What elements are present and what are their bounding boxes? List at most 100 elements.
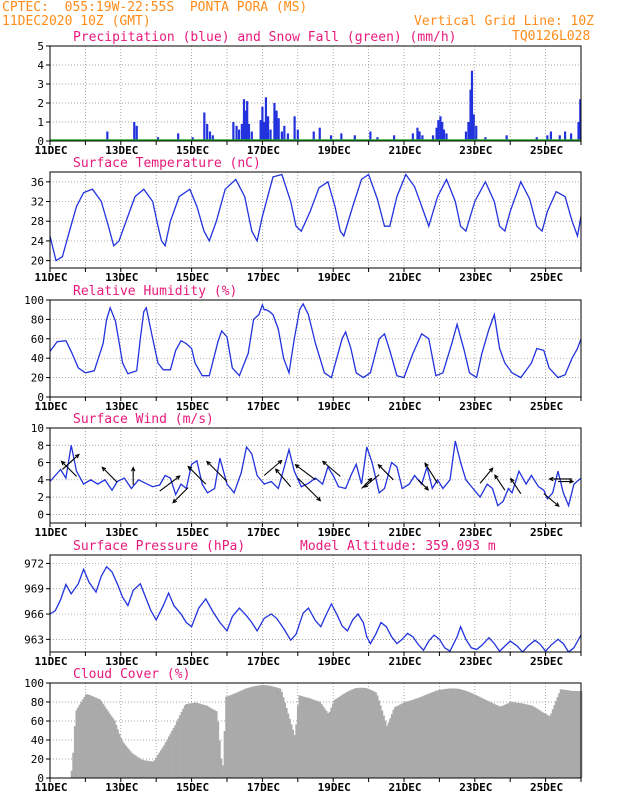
cloud-bar (440, 689, 443, 778)
cloud-bar (378, 700, 381, 778)
cloud-bar (333, 700, 336, 778)
precip-bar (280, 131, 283, 141)
precip-bar (558, 135, 561, 141)
cloud-bar (118, 733, 121, 778)
cloud-bar (438, 689, 441, 778)
cloud-bar (147, 760, 150, 778)
cloud-bar (212, 709, 215, 778)
cloud-bar (198, 703, 201, 778)
x-tick-label: 25DEC (530, 781, 563, 794)
cloud-bar (496, 705, 498, 778)
cloud-bar (222, 765, 224, 778)
precip-bar (442, 129, 446, 141)
cloud-bar (323, 708, 326, 778)
cloud-bar (379, 705, 382, 778)
cloud-bar (253, 686, 256, 778)
y-tick-label: 2 (37, 97, 44, 110)
wind-arrow-head (367, 477, 373, 483)
cloud-bar (349, 690, 352, 778)
cloud-bar (456, 688, 459, 778)
cloud-bar (362, 687, 365, 778)
cloud-bar (210, 708, 213, 778)
cloud-bar (179, 715, 181, 778)
y-tick-label: 80 (31, 313, 44, 326)
x-tick-label: 17DEC (247, 400, 280, 413)
wind-arrow-head (206, 460, 211, 466)
cloud-bar (239, 690, 242, 778)
cloud-bar (193, 702, 196, 778)
x-tick-label: 17DEC (247, 144, 280, 157)
x-tick-label: 11DEC (34, 781, 67, 794)
cloud-bar (70, 770, 73, 778)
cloud-bar (478, 696, 481, 778)
y-tick-label: 100 (24, 294, 44, 307)
cloud-bar (105, 709, 108, 778)
wind-arrow-head (494, 474, 499, 480)
cloud-bar (247, 687, 250, 778)
cloud-bar (279, 688, 282, 778)
wind-arrow-head (316, 496, 322, 502)
cloud-bar (159, 750, 162, 778)
precip-bar (416, 127, 419, 141)
y-tick-label: 4 (37, 59, 44, 72)
plot-frame (49, 427, 582, 524)
cloud-bar (163, 745, 165, 778)
wind-arrow-head (172, 498, 177, 504)
precip-bar (431, 135, 435, 141)
cloud-bar (373, 691, 376, 778)
y-tick-label: 6 (37, 457, 44, 470)
cloud-bar (556, 697, 559, 778)
x-tick-label: 21DEC (388, 655, 421, 668)
x-tick-label: 15DEC (176, 271, 209, 284)
x-tick-label: 23DEC (459, 400, 492, 413)
cloud-bar (169, 733, 172, 778)
wind-arrow (479, 467, 494, 484)
cloud-bar (566, 690, 569, 778)
precip-bar (244, 110, 247, 141)
cloud-bar (338, 696, 341, 778)
cloud-bar (432, 691, 435, 778)
cloud-cover-panel: 0 20 40 60 80 100 11DEC 13DEC 15DEC 17DEC 19DEC 21D… (24, 667, 583, 794)
cloud-bar (367, 688, 369, 778)
precip-bar (376, 137, 379, 141)
x-tick-label: 21DEC (388, 144, 421, 157)
cloud-bar (336, 697, 339, 778)
precip-bar (135, 125, 138, 141)
wind-arrow-head (377, 463, 383, 469)
precip-bar (569, 133, 573, 141)
cloud-bar (230, 694, 232, 778)
y-tick-label: 40 (31, 734, 44, 747)
cloud-bar (459, 689, 462, 778)
cloud-bar (314, 700, 317, 778)
cloud-bar (89, 695, 92, 778)
precipitation-panel: 0 1 2 3 4 5 11DEC 13DEC 15DEC 17DEC 19DEC 21DEC 23DE… (34, 30, 582, 157)
cloud-bar (543, 713, 546, 778)
cloud-bar (274, 687, 277, 778)
cloud-bar (73, 726, 76, 778)
precip-bar (312, 131, 315, 141)
cloud-bar (443, 689, 446, 778)
cloud-bar (242, 689, 245, 778)
cloud-bar (389, 718, 392, 778)
cloud-bar (153, 760, 156, 778)
wind-arrow (363, 474, 380, 488)
cloud-bar (462, 690, 465, 778)
cloud-bar (550, 713, 553, 778)
cloud-bar (134, 755, 137, 778)
cloud-bar (457, 688, 460, 778)
cloud-bar (196, 702, 199, 778)
wind-panel: 0 2 4 6 8 10 11DEC 13DEC 15DEC 17DEC 19DEC 21DEC 23D… (31, 412, 582, 539)
y-tick-label: 20 (31, 753, 44, 766)
cloud-bar (575, 691, 578, 778)
cloud-bar (217, 721, 220, 778)
x-tick-label: 17DEC (247, 781, 280, 794)
precip-bar (246, 101, 249, 141)
x-tick-label: 13DEC (105, 526, 138, 539)
wind-arrow (543, 493, 560, 507)
wind-arrow (377, 464, 394, 481)
cloud-bar (202, 704, 205, 778)
cloud-bar (320, 704, 323, 778)
cloud-bar (484, 699, 487, 778)
cloud-bar (441, 689, 444, 778)
wind-arrow (297, 477, 321, 501)
